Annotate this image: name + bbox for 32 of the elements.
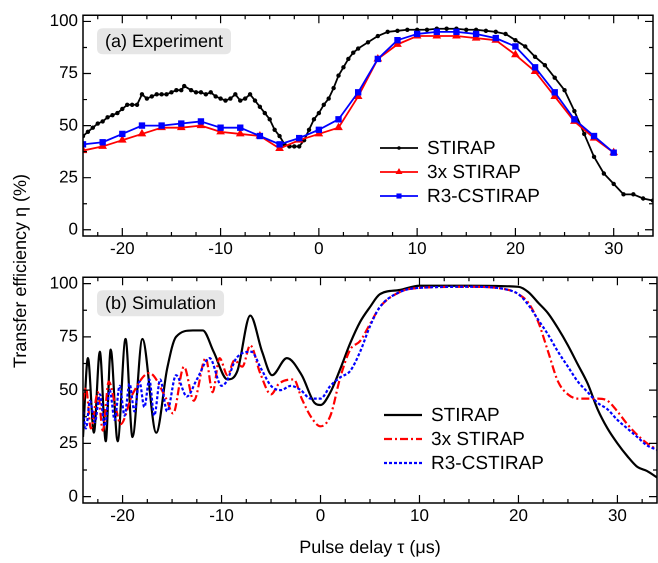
y-tick-label: 0 bbox=[68, 486, 78, 506]
x-tick-label: 30 bbox=[604, 238, 624, 258]
x-axis-title: Pulse delay τ (μs) bbox=[299, 537, 441, 558]
legend-label: 3x STIRAP bbox=[431, 429, 525, 450]
y-tick-label: 25 bbox=[59, 433, 78, 452]
x-tick-label: 20 bbox=[508, 506, 528, 525]
legend-label: STIRAP bbox=[431, 405, 500, 426]
y-tick-label: 25 bbox=[59, 167, 78, 186]
x-tick-label: -20 bbox=[110, 506, 135, 525]
x-tick-label: 10 bbox=[408, 238, 427, 258]
x-tick-label: 30 bbox=[608, 506, 627, 525]
y-axis-title: Transfer efficiency η (%) bbox=[9, 172, 31, 370]
text: (b) Simulation bbox=[105, 293, 216, 314]
y-tick-label: 100 bbox=[50, 11, 78, 30]
y-tick-label: 100 bbox=[50, 273, 78, 292]
x-tick-label: 20 bbox=[506, 238, 525, 258]
legend-label: STIRAP bbox=[427, 138, 496, 160]
x-tick-label: 10 bbox=[410, 506, 429, 525]
y-tick-label: 50 bbox=[59, 115, 78, 134]
y-tick-label: 0 bbox=[68, 219, 78, 238]
text: (a) Experiment bbox=[105, 31, 224, 52]
legend-label: 3x STIRAP bbox=[427, 162, 521, 184]
y-tick-label: 75 bbox=[59, 63, 78, 82]
x-tick-label: -20 bbox=[110, 238, 135, 258]
x-tick-label: 0 bbox=[314, 238, 324, 258]
y-tick-label: 75 bbox=[59, 326, 78, 346]
x-tick-label: -10 bbox=[208, 238, 233, 258]
x-tick-label: -10 bbox=[209, 506, 234, 525]
y-tick-label: 50 bbox=[59, 380, 78, 399]
legend-label: R3-CSTIRAP bbox=[427, 186, 540, 208]
x-tick-label: 0 bbox=[316, 506, 326, 525]
legend-label: R3-CSTIRAP bbox=[431, 453, 544, 474]
